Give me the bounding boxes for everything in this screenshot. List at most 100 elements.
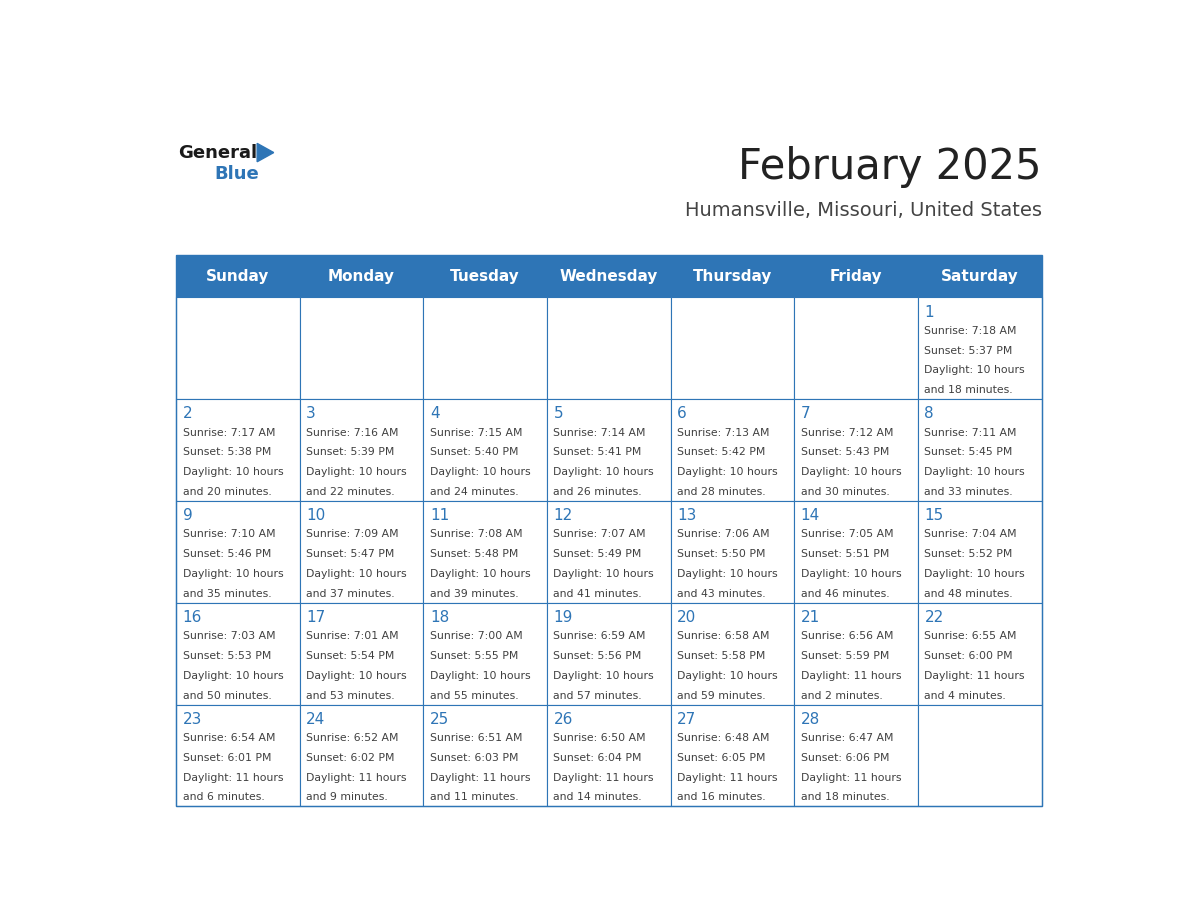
Text: and 46 minutes.: and 46 minutes.	[801, 588, 890, 599]
Text: 28: 28	[801, 711, 820, 727]
Text: 16: 16	[183, 610, 202, 625]
Text: 11: 11	[430, 509, 449, 523]
Bar	[176, 255, 1042, 806]
Text: Sunset: 6:05 PM: Sunset: 6:05 PM	[677, 753, 765, 763]
Text: Daylight: 10 hours: Daylight: 10 hours	[430, 671, 531, 681]
Bar	[299, 399, 423, 501]
Text: and 18 minutes.: and 18 minutes.	[924, 386, 1013, 396]
Bar	[176, 705, 299, 806]
Text: Daylight: 10 hours: Daylight: 10 hours	[554, 467, 655, 477]
Text: Sunset: 5:59 PM: Sunset: 5:59 PM	[801, 651, 889, 661]
Text: Daylight: 11 hours: Daylight: 11 hours	[801, 773, 902, 783]
Text: Sunset: 5:46 PM: Sunset: 5:46 PM	[183, 549, 271, 559]
Text: Sunrise: 7:06 AM: Sunrise: 7:06 AM	[677, 530, 770, 540]
Polygon shape	[257, 143, 273, 162]
Text: 27: 27	[677, 711, 696, 727]
Text: Humansville, Missouri, United States: Humansville, Missouri, United States	[684, 201, 1042, 220]
Text: Sunset: 5:39 PM: Sunset: 5:39 PM	[307, 447, 394, 457]
Text: Daylight: 10 hours: Daylight: 10 hours	[183, 671, 283, 681]
Text: and 11 minutes.: and 11 minutes.	[430, 792, 518, 802]
Text: Sunset: 5:49 PM: Sunset: 5:49 PM	[554, 549, 642, 559]
Text: Daylight: 10 hours: Daylight: 10 hours	[801, 467, 902, 477]
Text: Sunset: 6:06 PM: Sunset: 6:06 PM	[801, 753, 890, 763]
Bar	[299, 705, 423, 806]
Text: 21: 21	[801, 610, 820, 625]
Bar	[299, 501, 423, 603]
Text: Sunrise: 7:07 AM: Sunrise: 7:07 AM	[554, 530, 646, 540]
Text: and 33 minutes.: and 33 minutes.	[924, 487, 1013, 497]
Text: Sunset: 5:52 PM: Sunset: 5:52 PM	[924, 549, 1012, 559]
Bar	[546, 603, 671, 705]
Bar	[671, 705, 795, 806]
Text: 10: 10	[307, 509, 326, 523]
Text: Sunset: 5:47 PM: Sunset: 5:47 PM	[307, 549, 394, 559]
Text: General: General	[178, 143, 257, 162]
Text: Sunrise: 6:56 AM: Sunrise: 6:56 AM	[801, 631, 893, 641]
Text: Daylight: 11 hours: Daylight: 11 hours	[183, 773, 283, 783]
Bar	[299, 603, 423, 705]
Bar	[423, 297, 546, 399]
Text: and 53 minutes.: and 53 minutes.	[307, 690, 394, 700]
Text: 4: 4	[430, 407, 440, 421]
Text: Sunrise: 7:17 AM: Sunrise: 7:17 AM	[183, 428, 276, 438]
Text: Sunrise: 7:05 AM: Sunrise: 7:05 AM	[801, 530, 893, 540]
Bar	[918, 399, 1042, 501]
Text: 15: 15	[924, 509, 943, 523]
Text: Sunset: 5:50 PM: Sunset: 5:50 PM	[677, 549, 765, 559]
Text: Sunrise: 7:03 AM: Sunrise: 7:03 AM	[183, 631, 276, 641]
Text: Sunrise: 7:08 AM: Sunrise: 7:08 AM	[430, 530, 523, 540]
Text: Sunrise: 6:59 AM: Sunrise: 6:59 AM	[554, 631, 646, 641]
Bar	[423, 705, 546, 806]
Text: Sunrise: 7:04 AM: Sunrise: 7:04 AM	[924, 530, 1017, 540]
Text: 8: 8	[924, 407, 934, 421]
Text: Sunrise: 7:14 AM: Sunrise: 7:14 AM	[554, 428, 646, 438]
Text: and 14 minutes.: and 14 minutes.	[554, 792, 642, 802]
Text: 26: 26	[554, 711, 573, 727]
Bar	[671, 297, 795, 399]
Text: Sunset: 5:43 PM: Sunset: 5:43 PM	[801, 447, 889, 457]
Text: Sunset: 5:54 PM: Sunset: 5:54 PM	[307, 651, 394, 661]
Text: 9: 9	[183, 509, 192, 523]
Text: Daylight: 10 hours: Daylight: 10 hours	[677, 569, 778, 579]
Text: Sunset: 6:02 PM: Sunset: 6:02 PM	[307, 753, 394, 763]
Text: Sunset: 5:40 PM: Sunset: 5:40 PM	[430, 447, 518, 457]
Text: and 55 minutes.: and 55 minutes.	[430, 690, 518, 700]
Bar	[546, 501, 671, 603]
Text: and 22 minutes.: and 22 minutes.	[307, 487, 394, 497]
Text: and 26 minutes.: and 26 minutes.	[554, 487, 642, 497]
Text: and 50 minutes.: and 50 minutes.	[183, 690, 271, 700]
Text: February 2025: February 2025	[738, 146, 1042, 187]
Text: and 2 minutes.: and 2 minutes.	[801, 690, 883, 700]
Text: Sunrise: 6:51 AM: Sunrise: 6:51 AM	[430, 733, 523, 743]
Text: Daylight: 10 hours: Daylight: 10 hours	[924, 467, 1025, 477]
Text: and 37 minutes.: and 37 minutes.	[307, 588, 394, 599]
Text: 25: 25	[430, 711, 449, 727]
Text: Daylight: 11 hours: Daylight: 11 hours	[554, 773, 653, 783]
Text: Daylight: 10 hours: Daylight: 10 hours	[801, 569, 902, 579]
Text: Daylight: 10 hours: Daylight: 10 hours	[677, 671, 778, 681]
Text: and 59 minutes.: and 59 minutes.	[677, 690, 766, 700]
Text: and 9 minutes.: and 9 minutes.	[307, 792, 388, 802]
Text: Sunset: 5:56 PM: Sunset: 5:56 PM	[554, 651, 642, 661]
Bar	[423, 501, 546, 603]
Text: Daylight: 11 hours: Daylight: 11 hours	[801, 671, 902, 681]
Text: Sunrise: 7:00 AM: Sunrise: 7:00 AM	[430, 631, 523, 641]
Text: Daylight: 11 hours: Daylight: 11 hours	[307, 773, 406, 783]
Text: and 16 minutes.: and 16 minutes.	[677, 792, 766, 802]
Bar	[176, 501, 299, 603]
Text: Daylight: 11 hours: Daylight: 11 hours	[677, 773, 778, 783]
Text: and 18 minutes.: and 18 minutes.	[801, 792, 890, 802]
Bar	[671, 399, 795, 501]
Text: Tuesday: Tuesday	[450, 269, 520, 284]
Text: Daylight: 10 hours: Daylight: 10 hours	[183, 569, 283, 579]
Bar	[546, 399, 671, 501]
Text: Daylight: 10 hours: Daylight: 10 hours	[554, 569, 655, 579]
Text: 1: 1	[924, 305, 934, 319]
Text: and 41 minutes.: and 41 minutes.	[554, 588, 642, 599]
Text: Sunset: 5:55 PM: Sunset: 5:55 PM	[430, 651, 518, 661]
Text: Sunset: 5:38 PM: Sunset: 5:38 PM	[183, 447, 271, 457]
Text: 7: 7	[801, 407, 810, 421]
Bar	[795, 399, 918, 501]
Text: Daylight: 10 hours: Daylight: 10 hours	[183, 467, 283, 477]
Text: Daylight: 10 hours: Daylight: 10 hours	[924, 365, 1025, 375]
